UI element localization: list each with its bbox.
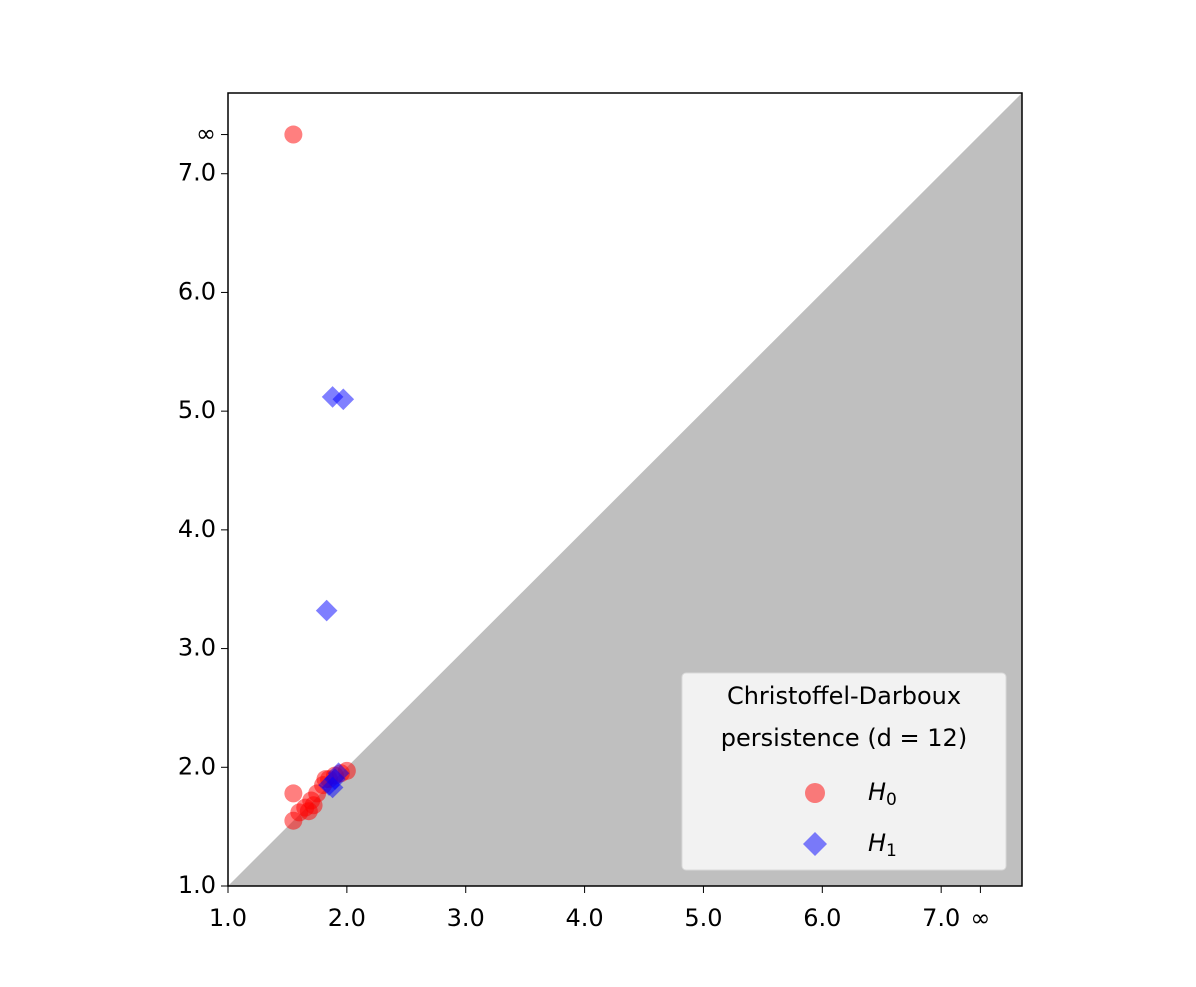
- y-tick-label: 7.0: [178, 159, 216, 187]
- legend: Christoffel-Darboux persistence (d = 12) H…: [681, 672, 1007, 871]
- y-tick-label: 5.0: [178, 396, 216, 424]
- y-tick-label: 1.0: [178, 871, 216, 899]
- plot-frame: [227, 92, 1023, 887]
- legend-title: persistence (d = 12): [721, 724, 967, 752]
- x-tick-label: 7.0: [922, 904, 960, 932]
- x-tick-label: ∞: [970, 904, 990, 932]
- diamond-marker: [332, 388, 355, 411]
- x-tick-label: 1.0: [209, 904, 247, 932]
- y-tick-label: 6.0: [178, 277, 216, 305]
- y-tick-label: 2.0: [178, 752, 216, 780]
- y-tick-label: 4.0: [178, 515, 216, 543]
- circle-marker: [299, 802, 318, 821]
- x-tick-label: 3.0: [447, 904, 485, 932]
- diamond-marker: [315, 599, 338, 622]
- legend-title: Christoffel-Darboux: [727, 682, 961, 710]
- x-tick-label: 6.0: [803, 904, 841, 932]
- y-tick-label: ∞: [196, 120, 216, 148]
- x-tick-label: 2.0: [328, 904, 366, 932]
- legend-label: H1: [868, 829, 897, 861]
- x-tick-label: 4.0: [566, 904, 604, 932]
- legend-label: H0: [868, 778, 897, 810]
- y-tick-label: 3.0: [178, 634, 216, 662]
- circle-marker: [805, 783, 825, 803]
- diamond-marker: [803, 832, 827, 856]
- circle-marker: [284, 784, 303, 803]
- x-tick-label: 5.0: [684, 904, 722, 932]
- circle-marker: [284, 125, 303, 144]
- legend-box: [681, 672, 1007, 871]
- diamond-marker: [321, 776, 344, 799]
